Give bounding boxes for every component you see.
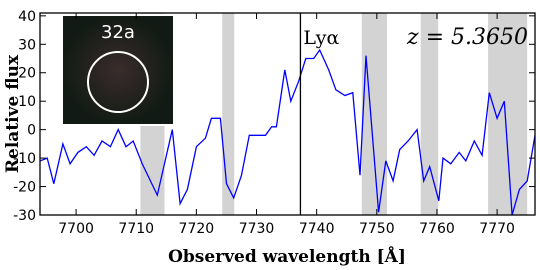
x-tick-label: 7700: [58, 221, 94, 237]
plot-frame: [39, 12, 536, 216]
shaded-region: [361, 13, 388, 215]
spectrum-line: [40, 48, 535, 215]
inset-label: 32a: [101, 22, 135, 43]
aperture: [87, 51, 149, 113]
y-tick-label: -20: [13, 180, 36, 196]
y-tick-label: 20: [18, 66, 36, 82]
lya-label: Lyα: [303, 27, 339, 49]
y-tick-label: 10: [18, 94, 36, 110]
y-tick-label: 0: [27, 123, 36, 139]
redshift: z = 5.3650: [406, 25, 528, 50]
y-tick-label: 30: [18, 37, 36, 53]
x-tick-label: 7710: [118, 221, 154, 237]
x-axis-label: Observed wavelength [Å]: [168, 245, 406, 267]
y-tick-label: -30: [13, 208, 36, 224]
x-tick-label: 7730: [239, 221, 275, 237]
x-tick-label: 7750: [359, 221, 395, 237]
y-axis-label: Relative flux: [3, 54, 23, 173]
x-tick-label: 7760: [419, 221, 455, 237]
shaded-region: [420, 13, 439, 215]
y-tick-label: 40: [18, 9, 36, 25]
shaded-region: [222, 13, 235, 215]
x-tick-label: 7770: [479, 221, 515, 237]
inset-image: [61, 14, 175, 126]
x-tick-label: 7720: [179, 221, 215, 237]
inset: 32a: [61, 14, 175, 126]
x-tick-label: 7740: [299, 221, 335, 237]
shaded-region: [488, 13, 528, 215]
y-tick-label: -10: [13, 151, 36, 167]
